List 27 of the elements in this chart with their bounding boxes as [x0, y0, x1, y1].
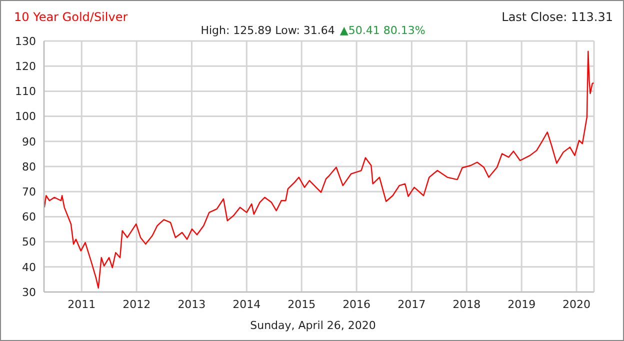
x-tick-label: 2018: [452, 298, 481, 311]
y-tick-label: 120: [15, 60, 36, 74]
y-tick-label: 80: [22, 160, 36, 174]
line-series: [44, 50, 594, 289]
x-tick-label: 2017: [398, 298, 426, 311]
y-tick-label: 110: [15, 85, 36, 98]
x-tick-label: 2013: [178, 298, 206, 311]
text: ▲50.41 80.13%: [340, 24, 426, 37]
y-tick-label: 70: [22, 186, 36, 199]
x-tick-label: 2016: [342, 298, 371, 311]
y-tick-label: 90: [22, 135, 36, 148]
chart-subtitle: High: 125.89 Low: 31.64: [200, 24, 335, 37]
text: Last Close: 113.31: [502, 10, 613, 24]
x-tick-label: 2015: [288, 298, 316, 311]
x-tick-label: 2020: [562, 298, 591, 311]
x-tick-label: 2014: [232, 298, 261, 311]
y-tick-label: 50: [22, 236, 36, 249]
x-tick-label: 2011: [68, 298, 96, 311]
y-tick-label: 60: [22, 210, 36, 224]
x-axis-title: Sunday, April 26, 2020: [249, 319, 377, 332]
y-tick-label: 30: [22, 286, 36, 299]
chart-title: 10 Year Gold/Silver: [14, 10, 128, 24]
y-tick-label: 100: [15, 110, 36, 124]
x-tick-label: 2019: [508, 298, 536, 311]
y-tick-label: 130: [15, 34, 36, 48]
x-tick-label: 2012: [122, 298, 151, 311]
y-tick-label: 40: [22, 260, 36, 274]
